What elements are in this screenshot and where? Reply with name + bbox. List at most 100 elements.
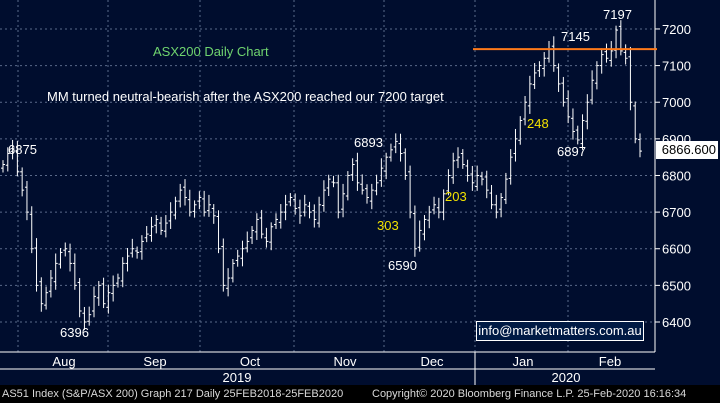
price-bar (10, 139, 15, 160)
price-bar (460, 149, 465, 169)
price-bar (226, 268, 231, 297)
price-bar (149, 216, 154, 242)
y-tick-label: 6600 (662, 242, 691, 257)
price-bar (288, 193, 293, 207)
price-bar (135, 246, 140, 259)
chart-subtitle: MM turned neutral-bearish after the ASX2… (47, 89, 444, 104)
price-bar (604, 43, 609, 63)
price-bar (302, 194, 307, 217)
price-bar (446, 169, 451, 196)
price-bar (345, 171, 350, 201)
price-bar (20, 167, 25, 197)
price-bar (44, 286, 49, 310)
watermark-email: info@marketmatters.com.au (476, 321, 644, 341)
price-bar (537, 61, 542, 77)
price-bar (58, 248, 63, 269)
price-bar (293, 193, 298, 215)
price-bar (192, 200, 197, 218)
price-bar (551, 36, 556, 72)
move-label: 248 (527, 116, 549, 131)
x-year-label: 2019 (223, 370, 252, 385)
y-tick-label: 7100 (662, 59, 691, 74)
price-bar (599, 48, 604, 74)
price-bar (503, 172, 508, 205)
price-bar (254, 213, 259, 240)
price-bar (216, 210, 221, 254)
price-bar (211, 204, 216, 224)
price-bar (115, 273, 120, 288)
footer-bar: AS51 Index (S&P/ASX 200) Graph 217 Daily… (0, 385, 720, 403)
price-bar (379, 158, 384, 187)
price-bar (532, 63, 537, 90)
x-month-label: Oct (240, 354, 261, 369)
price-annotation: 7197 (603, 7, 632, 22)
x-month-label: Dec (420, 354, 444, 369)
y-tick-label: 6500 (662, 278, 691, 293)
plot-background (0, 0, 720, 385)
price-annotation: 7145 (561, 29, 590, 44)
price-bar (187, 189, 192, 217)
y-tick-label: 6400 (662, 315, 691, 330)
price-bar (154, 215, 159, 234)
price-bar (230, 258, 235, 283)
price-bar (297, 199, 302, 224)
price-bar (264, 227, 269, 248)
price-bar (475, 165, 480, 191)
price-bar (465, 159, 470, 182)
price-bar (336, 174, 341, 219)
price-bar (388, 143, 393, 162)
move-label: 303 (377, 218, 399, 233)
price-bar (120, 257, 125, 288)
chart-title: ASX200 Daily Chart (153, 44, 269, 59)
price-bar (139, 235, 144, 260)
price-bar (398, 133, 403, 162)
price-bar (585, 94, 590, 130)
price-bar (436, 197, 441, 219)
price-bar (202, 190, 207, 217)
price-bar (48, 269, 53, 298)
price-bar (130, 238, 135, 258)
price-bar (499, 193, 504, 218)
x-year-label: 2020 (552, 370, 581, 385)
price-bar (374, 174, 379, 196)
price-bar (5, 147, 10, 172)
price-bar (365, 184, 369, 204)
price-bar (341, 183, 346, 218)
x-month-label: Nov (333, 354, 357, 369)
price-bar (590, 70, 595, 105)
price-bar (432, 196, 437, 215)
price-bar (29, 206, 34, 254)
price-bar (566, 90, 571, 124)
price-bar (403, 148, 408, 180)
price-bar (638, 133, 642, 158)
price-bar (633, 101, 638, 144)
price-bar (594, 61, 599, 90)
price-bar (614, 25, 619, 59)
price-bar (307, 201, 312, 219)
price-bar (494, 194, 499, 219)
price-bar (168, 202, 173, 229)
price-bar (508, 149, 513, 185)
price-bar (570, 108, 575, 140)
footer-right-text: Copyright© 2020 Bloomberg Finance L.P. 2… (372, 388, 687, 400)
price-bar (575, 125, 580, 145)
price-bar (556, 63, 561, 92)
price-bar (68, 243, 73, 272)
price-bar (235, 249, 240, 267)
price-bar (15, 141, 20, 177)
price-bar (479, 171, 484, 186)
price-bar (269, 222, 274, 251)
price-bar (518, 116, 523, 145)
price-bar (451, 152, 456, 184)
price-bar (1, 160, 5, 173)
price-bar (159, 216, 164, 235)
price-bar (384, 152, 389, 180)
price-bar (240, 240, 245, 267)
price-bar (24, 180, 29, 221)
price-bar (144, 226, 149, 243)
price-bar (331, 175, 336, 188)
price-bar (106, 284, 111, 314)
price-bar (393, 133, 398, 154)
footer-left-text: AS51 Index (S&P/ASX 200) Graph 217 Daily… (2, 388, 344, 400)
price-annotation: 6396 (60, 325, 89, 340)
